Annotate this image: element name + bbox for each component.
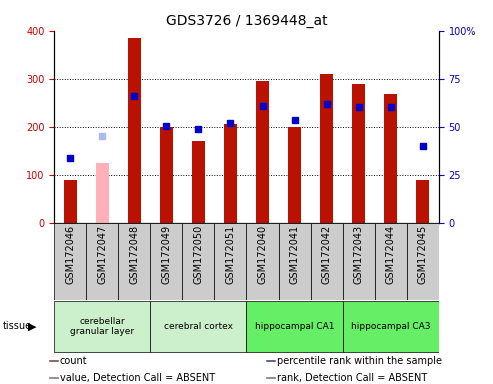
Text: percentile rank within the sample: percentile rank within the sample <box>277 356 442 366</box>
Text: count: count <box>60 356 88 366</box>
Text: hippocampal CA3: hippocampal CA3 <box>351 322 430 331</box>
Bar <box>266 377 275 378</box>
Bar <box>343 223 375 300</box>
Bar <box>54 223 86 300</box>
Bar <box>160 127 173 223</box>
Text: tissue: tissue <box>2 321 32 331</box>
Bar <box>320 74 333 223</box>
Bar <box>128 38 141 223</box>
Text: GSM172043: GSM172043 <box>353 225 364 284</box>
Bar <box>49 377 58 378</box>
Bar <box>256 81 269 223</box>
Bar <box>384 94 397 223</box>
Bar <box>343 301 439 352</box>
Text: cerebellar
granular layer: cerebellar granular layer <box>70 317 135 336</box>
Text: GSM172045: GSM172045 <box>418 225 428 284</box>
Bar <box>96 163 108 223</box>
Text: GSM172040: GSM172040 <box>257 225 268 284</box>
Bar <box>150 223 182 300</box>
Text: GSM172048: GSM172048 <box>129 225 140 284</box>
Bar <box>288 127 301 223</box>
Text: GSM172051: GSM172051 <box>225 225 236 284</box>
Bar <box>214 223 246 300</box>
Bar <box>182 223 214 300</box>
Bar <box>407 223 439 300</box>
Text: GSM172044: GSM172044 <box>386 225 396 284</box>
Text: GSM172041: GSM172041 <box>289 225 300 284</box>
Bar <box>118 223 150 300</box>
Text: GSM172046: GSM172046 <box>65 225 75 284</box>
Text: value, Detection Call = ABSENT: value, Detection Call = ABSENT <box>60 373 215 383</box>
Text: GSM172050: GSM172050 <box>193 225 204 284</box>
Text: rank, Detection Call = ABSENT: rank, Detection Call = ABSENT <box>277 373 427 383</box>
Bar <box>192 141 205 223</box>
Text: hippocampal CA1: hippocampal CA1 <box>255 322 334 331</box>
Bar <box>150 301 246 352</box>
Bar <box>311 223 343 300</box>
Bar <box>246 223 279 300</box>
Text: GSM172047: GSM172047 <box>97 225 107 284</box>
Bar <box>86 223 118 300</box>
Text: ▶: ▶ <box>28 321 36 331</box>
Bar <box>64 180 76 223</box>
Bar <box>375 223 407 300</box>
Bar <box>54 301 150 352</box>
Text: cerebral cortex: cerebral cortex <box>164 322 233 331</box>
Bar <box>246 301 343 352</box>
Text: GSM172049: GSM172049 <box>161 225 172 284</box>
Bar <box>224 124 237 223</box>
Text: GSM172042: GSM172042 <box>321 225 332 284</box>
Bar <box>279 223 311 300</box>
Title: GDS3726 / 1369448_at: GDS3726 / 1369448_at <box>166 14 327 28</box>
Bar <box>416 180 429 223</box>
Bar <box>352 84 365 223</box>
